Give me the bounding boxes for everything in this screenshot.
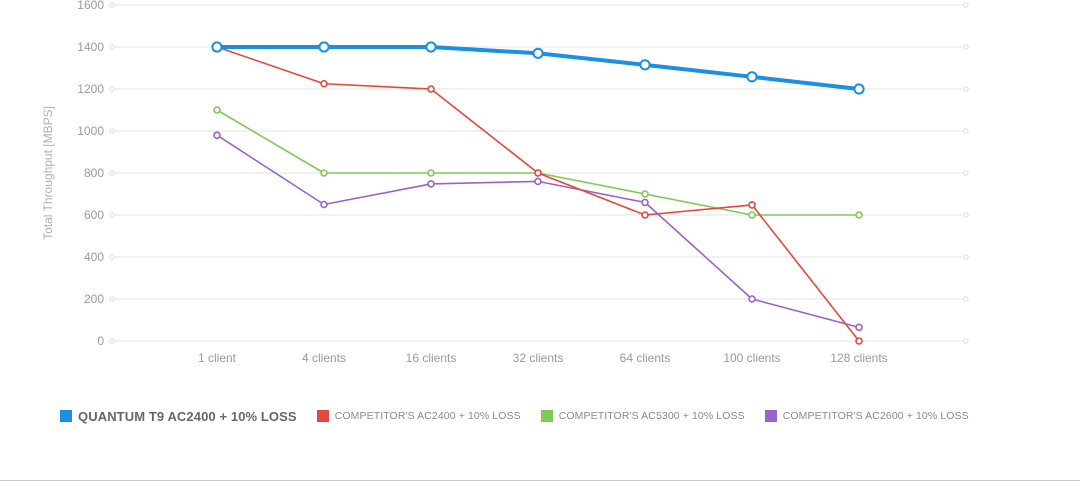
data-point [532,47,544,59]
data-point [427,169,435,177]
gridline-end-dot [963,44,969,50]
series-3 [213,131,863,332]
x-tick-label: 4 clients [302,351,346,365]
y-axis-title: Total Throughput [MBPS] [41,106,55,240]
legend-label: QUANTUM T9 AC2400 + 10% LOSS [78,408,297,424]
x-axis-ticks: 1 client 4 clients 16 clients 32 clients 64 … [198,351,888,365]
gridline-start-dot [109,2,115,8]
y-axis-ticks: 0 200 400 600 800 1000 1200 1400 1600 [77,0,104,348]
x-tick-label: 1 client [198,351,237,365]
series-primary [211,41,865,95]
y-tick-label: 600 [84,208,104,222]
gridline-start-dot [109,338,115,344]
data-point [213,106,221,114]
legend-item: COMPETITOR'S AC5300 + 10% LOSS [540,410,745,422]
data-point [855,337,863,345]
legend-label: COMPETITOR'S AC5300 + 10% LOSS [558,410,745,422]
legend-swatch [764,410,777,422]
data-point [855,323,863,332]
gridline-end-dot [963,2,969,8]
data-point [211,41,223,53]
x-tick-label: 16 clients [406,351,457,365]
gridline-start-dot [109,86,115,92]
series-line [216,46,860,342]
data-point [425,41,437,53]
data-point [641,190,649,198]
legend-item: COMPETITOR'S AC2400 + 10% LOSS [316,410,521,422]
gridline-start-dot [109,254,115,260]
x-tick-label: 64 clients [620,351,671,365]
y-tick-label: 1400 [77,40,104,54]
data-point [641,211,649,219]
gridline-start-dot [109,296,115,302]
gridline-end-dot [963,296,969,302]
data-point [639,59,651,71]
y-tick-label: 400 [84,250,104,264]
gridline-end-dot [963,254,969,260]
data-point [213,131,221,139]
y-tick-label: 1600 [77,0,104,12]
data-point [427,85,435,93]
y-tick-label: 0 [97,334,104,348]
series-2 [213,106,863,219]
legend-swatch [540,410,553,422]
x-tick-label: 32 clients [513,351,564,365]
gridline-end-dot [963,338,969,344]
x-tick-label: 100 clients [723,351,780,365]
data-point [320,79,328,88]
y-tick-label: 1000 [77,124,104,138]
gridline-end-dot [963,170,969,176]
data-point [641,198,649,207]
data-point [748,295,756,303]
legend-item: COMPETITOR'S AC2600 + 10% LOSS [764,410,969,422]
data-point [534,177,542,186]
data-point [427,180,435,188]
legend: QUANTUM T9 AC2400 + 10% LOSS COMPETITOR'S… [60,406,989,426]
gridline-end-dot [963,128,969,134]
data-point [746,71,758,83]
legend-label: COMPETITOR'S AC2400 + 10% LOSS [334,410,521,422]
y-tick-label: 800 [84,166,104,180]
gridline-end-dot [963,86,969,92]
gridline-start-dot [109,212,115,218]
series-lines [211,41,865,345]
data-point [748,211,756,219]
data-point [320,200,328,209]
gridline-start-dot [109,44,115,50]
data-point [853,83,865,95]
data-point [855,211,863,219]
bottom-divider [0,480,1080,481]
data-point [534,169,542,177]
y-tick-label: 1200 [77,82,104,96]
legend-swatch [60,410,72,422]
gridline-start-dot [109,128,115,134]
legend-swatch [316,410,329,422]
x-tick-label: 128 clients [830,351,887,365]
line-chart: 0 200 400 600 800 1000 1200 1400 1600 1 client 4 … [41,0,969,365]
y-tick-label: 200 [84,292,104,306]
legend-label: COMPETITOR'S AC2600 + 10% LOSS [782,410,969,422]
data-point [320,169,328,177]
gridline-start-dot [109,170,115,176]
series-line [216,109,860,216]
legend-item: QUANTUM T9 AC2400 + 10% LOSS [60,409,297,424]
data-point [318,41,330,53]
data-point [748,201,756,209]
gridline-end-dot [963,212,969,218]
